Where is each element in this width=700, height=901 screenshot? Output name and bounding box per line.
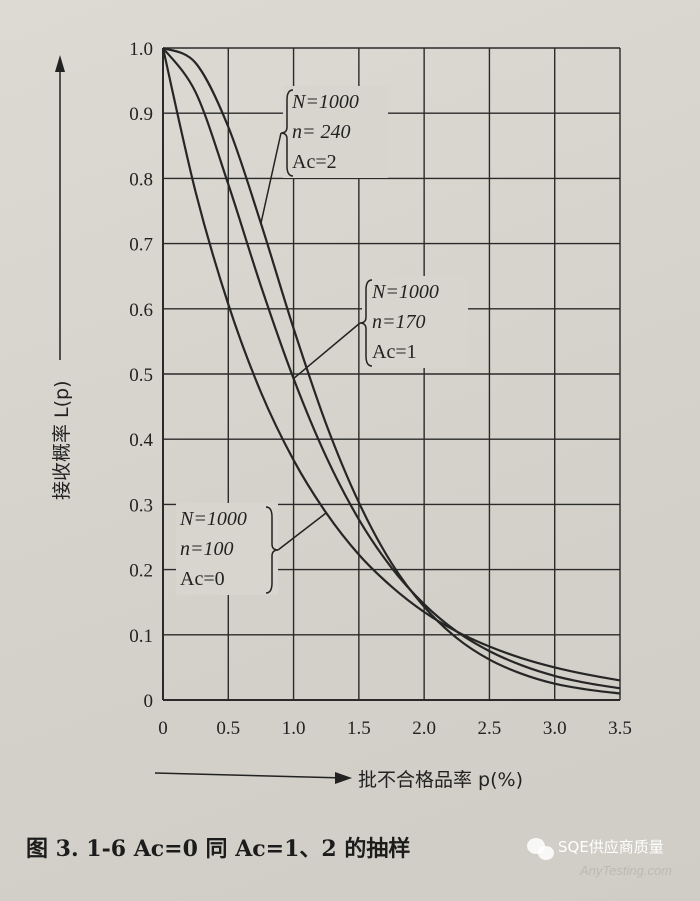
x-tick-label: 0: [158, 718, 168, 739]
x-axis-title: 批不合格品率 p(%): [154, 769, 523, 791]
annotation-leader: [293, 322, 361, 380]
annotation-line: n=170: [372, 311, 426, 333]
annotation-line: n= 240: [292, 121, 351, 143]
y-tick-labels: 0 0.1 0.2 0.3 0.4 0.5 0.6 0.7 0.8 0.9 1.0: [129, 39, 153, 712]
figure-caption: 图 3. 1-6 Ac=0 同 Ac=1、2 的抽样: [26, 836, 410, 862]
y-tick-label: 1.0: [129, 39, 153, 60]
annotation-background: [176, 503, 278, 595]
label-backgrounds: [176, 86, 468, 595]
wechat-icon: [527, 838, 554, 860]
annotation-background: [283, 86, 388, 178]
x-tick-label: 2.0: [412, 718, 436, 739]
y-axis-label: 接收概率 L(p): [51, 380, 73, 500]
curves: [161, 46, 621, 695]
x-tick-label: 3.0: [543, 718, 567, 739]
x-axis-label: 批不合格品率 p(%): [358, 769, 523, 791]
curve-annotations: N=1000 n= 240 Ac=2 N=1000 n=170 Ac=1 N=1000 n=1…: [179, 89, 439, 594]
curve-ac-1: [162, 47, 621, 690]
y-tick-label: 0.5: [129, 365, 153, 386]
x-arrow-head-icon: [335, 772, 352, 784]
y-tick-label: 0.2: [129, 561, 153, 582]
y-tick-label: 0.1: [129, 626, 153, 647]
annotation-line: Ac=0: [180, 568, 225, 590]
annotation-leader: [277, 512, 327, 551]
y-tick-label: 0.9: [129, 104, 153, 125]
y-axis-title: 接收概率 L(p): [51, 55, 73, 500]
watermark-site: AnyTesting.com: [579, 863, 672, 878]
y-tick-label: 0.7: [129, 235, 153, 256]
y-tick-label: 0.3: [129, 495, 153, 516]
y-arrow-head-icon: [55, 55, 65, 72]
annotation-line: N=1000: [371, 281, 439, 303]
x-tick-label: 3.5: [608, 718, 632, 739]
grid: [162, 47, 621, 701]
curve-ac-0: [161, 47, 621, 682]
x-tick-label: 1.0: [282, 718, 306, 739]
x-tick-label: 2.5: [478, 718, 502, 739]
annotation-line: Ac=2: [292, 151, 337, 173]
y-tick-label: 0.6: [129, 300, 153, 321]
annotation-line: N=1000: [291, 91, 359, 113]
x-arrow-line: [154, 772, 346, 779]
annotation-line: N=1000: [179, 508, 247, 530]
y-tick-label: 0.8: [129, 169, 153, 190]
x-tick-label: 0.5: [216, 718, 240, 739]
x-tick-labels: 0 0.5 1.0 1.5 2.0 2.5 3.0 3.5: [158, 718, 632, 739]
annotation-background: [362, 276, 468, 368]
y-tick-label: 0: [144, 691, 154, 712]
watermark-text: SQE供应商质量: [558, 838, 664, 856]
curve-ac-2: [162, 46, 621, 695]
watermark: SQE供应商质量 AnyTesting.com: [527, 838, 672, 878]
y-tick-label: 0.4: [129, 430, 153, 451]
x-tick-label: 1.5: [347, 718, 371, 739]
annotation-leader: [260, 132, 282, 224]
annotation-line: Ac=1: [372, 341, 417, 363]
annotation-line: n=100: [180, 538, 234, 560]
